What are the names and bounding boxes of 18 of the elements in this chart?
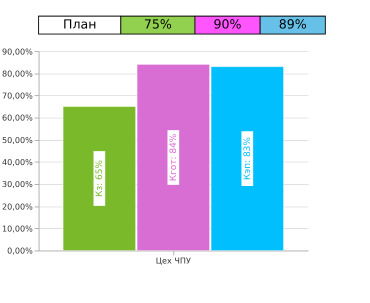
y-tick-label: 90,00% bbox=[2, 46, 34, 56]
data-label: Кз: 65% bbox=[95, 160, 106, 197]
text: 75% bbox=[144, 16, 172, 32]
text: 90% bbox=[214, 16, 242, 32]
text: 89% bbox=[278, 16, 307, 32]
y-tick-label: 80,00% bbox=[2, 68, 34, 78]
y-tick-label: 30,00% bbox=[2, 179, 34, 190]
y-tick-label: 10,00% bbox=[2, 224, 34, 234]
x-tick-label: Цех ЧПУ bbox=[156, 256, 191, 266]
y-tick-label: 0,00% bbox=[7, 246, 34, 256]
text: План bbox=[63, 16, 96, 32]
data-label: Кгот: 84% bbox=[169, 133, 180, 182]
data-label: Кэп: 83% bbox=[242, 136, 253, 180]
y-tick-label: 60,00% bbox=[2, 112, 34, 123]
y-tick-label: 70,00% bbox=[2, 90, 34, 101]
y-tick-label: 20,00% bbox=[2, 201, 34, 212]
y-tick-label: 40,00% bbox=[2, 157, 34, 168]
y-tick-label: 50,00% bbox=[2, 134, 34, 145]
